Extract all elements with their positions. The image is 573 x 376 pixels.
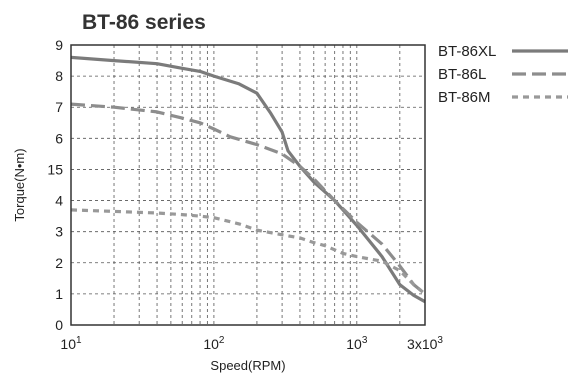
y-tick-label: 4 bbox=[55, 193, 63, 209]
x-tick-label: 101 bbox=[60, 335, 82, 352]
legend-label: BT-86M bbox=[438, 89, 491, 106]
series-line-bt-86l bbox=[70, 102, 427, 296]
y-tick-label: 3 bbox=[55, 224, 63, 240]
x-tick-labels: 101 102 103 3x103 bbox=[60, 335, 443, 352]
legend-label: BT-86XL bbox=[438, 43, 496, 60]
y-axis-label: Torque(N•m) bbox=[12, 148, 27, 221]
legend-label: BT-86L bbox=[438, 66, 486, 83]
y-tick-label: 1 bbox=[55, 286, 63, 302]
y-tick-label: 9 bbox=[55, 37, 63, 53]
y-tick-label: 8 bbox=[55, 68, 63, 84]
series-line-bt-86xl bbox=[70, 55, 426, 304]
series-lines bbox=[70, 55, 427, 304]
x-axis-label: Speed(RPM) bbox=[210, 358, 285, 373]
x-tick-label: 102 bbox=[203, 335, 225, 352]
chart-title: BT-86 series bbox=[82, 11, 206, 34]
y-tick-label: 0 bbox=[55, 317, 63, 333]
x-tick-label: 3x103 bbox=[407, 335, 443, 352]
plot-frame bbox=[70, 44, 426, 326]
y-tick-labels: 0 1 2 3 4 15 6 7 8 9 bbox=[47, 37, 63, 333]
y-tick-label: 15 bbox=[47, 161, 63, 177]
y-tick-label: 2 bbox=[55, 255, 63, 271]
y-tick-label: 7 bbox=[55, 99, 63, 115]
grid-lines bbox=[71, 45, 425, 325]
y-tick-label: 6 bbox=[55, 130, 63, 146]
series-line-bt-86m bbox=[70, 208, 427, 296]
legend: BT-86XL BT-86L BT-86M bbox=[438, 43, 568, 106]
x-tick-label: 103 bbox=[346, 335, 368, 352]
